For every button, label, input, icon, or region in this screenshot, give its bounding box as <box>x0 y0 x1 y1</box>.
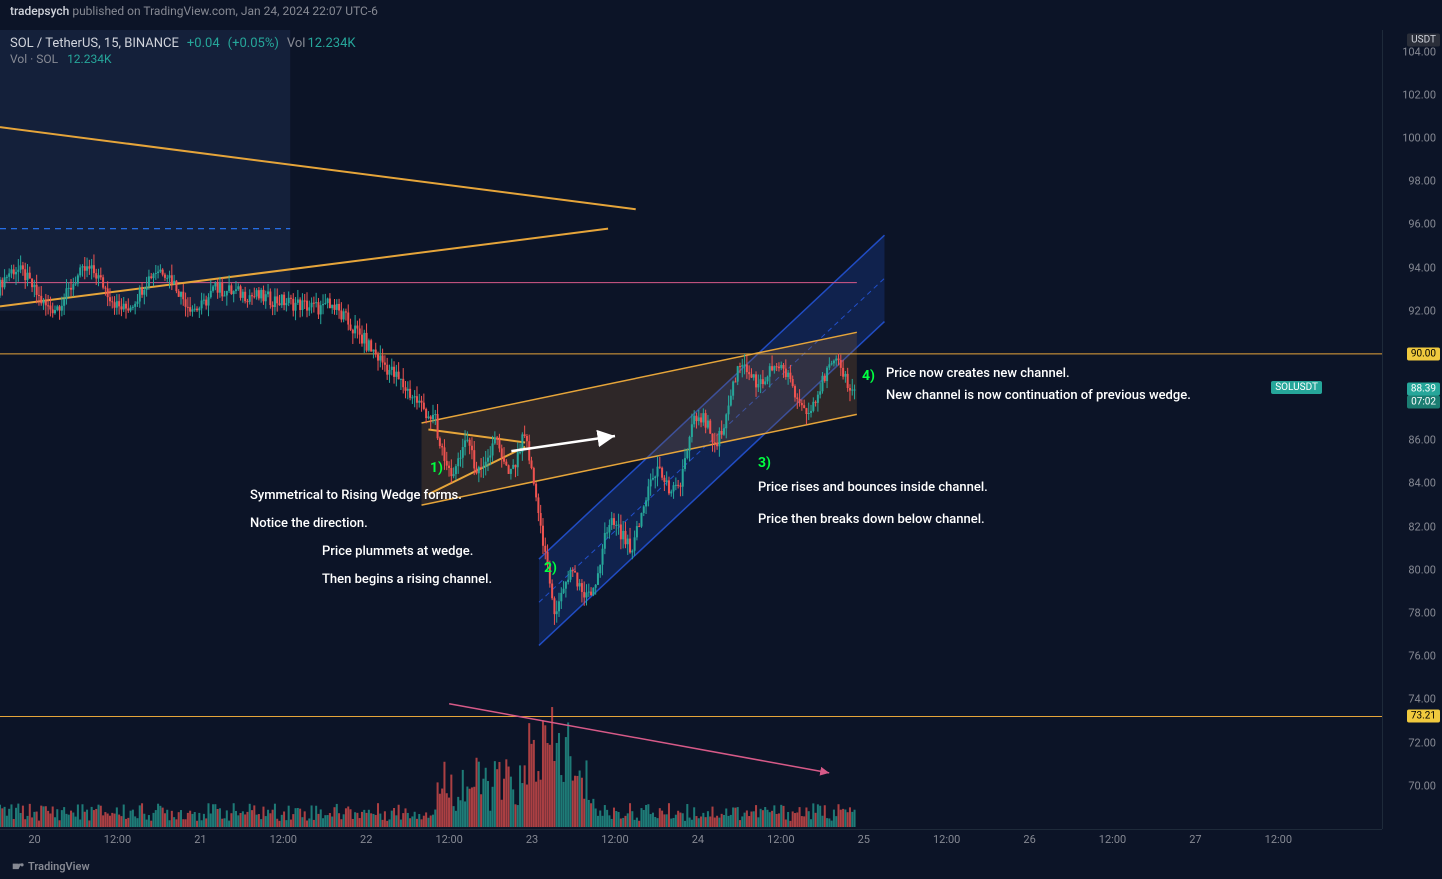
tradingview-icon <box>10 859 24 873</box>
y-axis-tick: 104.00 <box>1402 45 1436 58</box>
y-axis-tick: 98.00 <box>1408 175 1436 188</box>
x-axis-tick: 23 <box>526 833 538 846</box>
step-4-label: 4) <box>862 368 875 384</box>
price-change-pct: (+0.05%) <box>228 36 279 51</box>
chart-container: SOL / TetherUS, 15, BINANCE +0.04 (+0.05… <box>0 30 1442 879</box>
y-axis-tick: 78.00 <box>1408 607 1436 620</box>
tradingview-logo[interactable]: TradingView <box>10 859 90 873</box>
x-axis: 20 12:00 21 12:00 22 12:00 23 12:00 24 12:00 25 12:… <box>0 829 1382 849</box>
y-axis-tick: 82.00 <box>1408 520 1436 533</box>
x-axis-tick: 24 <box>692 833 704 846</box>
y-axis-tick: 94.00 <box>1408 261 1436 274</box>
x-axis-tick: 12:00 <box>1099 833 1126 846</box>
volume-indicator-row: Vol · SOL 12.234K <box>0 52 121 70</box>
y-axis-tick: 102.00 <box>1402 88 1436 101</box>
annotation-3: Price rises and bounces inside channel. … <box>758 477 988 531</box>
y-axis: USDT 104.00102.00100.0098.0096.0094.0092… <box>1382 30 1442 829</box>
countdown-badge: 07:02 <box>1407 395 1440 408</box>
y-axis-tick: 92.00 <box>1408 304 1436 317</box>
y-axis-tick: 84.00 <box>1408 477 1436 490</box>
x-axis-tick: 26 <box>1023 833 1035 846</box>
y-axis-tick: 86.00 <box>1408 434 1436 447</box>
y-axis-tick: 100.00 <box>1402 131 1436 144</box>
x-axis-tick: 12:00 <box>270 833 297 846</box>
x-axis-tick: 12:00 <box>104 833 131 846</box>
y-axis-tick: 74.00 <box>1408 693 1436 706</box>
y-axis-tick: 80.00 <box>1408 563 1436 576</box>
x-axis-tick: 12:00 <box>601 833 628 846</box>
y-axis-tick: 76.00 <box>1408 650 1436 663</box>
step-2-label: 2) <box>544 560 557 576</box>
x-axis-tick: 25 <box>858 833 870 846</box>
chart-svg <box>0 30 1382 829</box>
step-1-label: 1) <box>430 460 443 476</box>
price-change: +0.04 <box>187 36 220 51</box>
vol-label: Vol <box>287 36 306 51</box>
y-axis-tick: 96.00 <box>1408 218 1436 231</box>
chart-plot-area[interactable]: 1) Symmetrical to Rising Wedge forms. No… <box>0 30 1382 829</box>
y-axis-tick: 70.00 <box>1408 779 1436 792</box>
symbol-price-badge: SOLUSDT <box>1271 381 1322 394</box>
annotation-1: Symmetrical to Rising Wedge forms. Notic… <box>250 485 492 591</box>
x-axis-tick: 22 <box>360 833 372 846</box>
x-axis-tick: 20 <box>28 833 40 846</box>
y-axis-tick: 72.00 <box>1408 736 1436 749</box>
x-axis-tick: 12:00 <box>933 833 960 846</box>
annotation-4: Price now creates new channel. New chann… <box>886 363 1191 407</box>
x-axis-tick: 12:00 <box>767 833 794 846</box>
current-price-badge: 88.39 <box>1407 382 1440 395</box>
price-level-badge: 73.21 <box>1407 710 1440 723</box>
symbol-pair[interactable]: SOL / TetherUS, 15, BINANCE <box>10 36 179 51</box>
x-axis-tick: 12:00 <box>435 833 462 846</box>
publish-header: tradepsych published on TradingView.com,… <box>0 0 1442 22</box>
step-3-label: 3) <box>758 455 771 471</box>
price-level-badge: 90.00 <box>1407 347 1440 360</box>
vol-value: 12.234K <box>307 36 355 51</box>
x-axis-tick: 21 <box>194 833 206 846</box>
x-axis-tick: 27 <box>1189 833 1201 846</box>
x-axis-tick: 12:00 <box>1265 833 1292 846</box>
author: tradepsych <box>10 4 69 18</box>
